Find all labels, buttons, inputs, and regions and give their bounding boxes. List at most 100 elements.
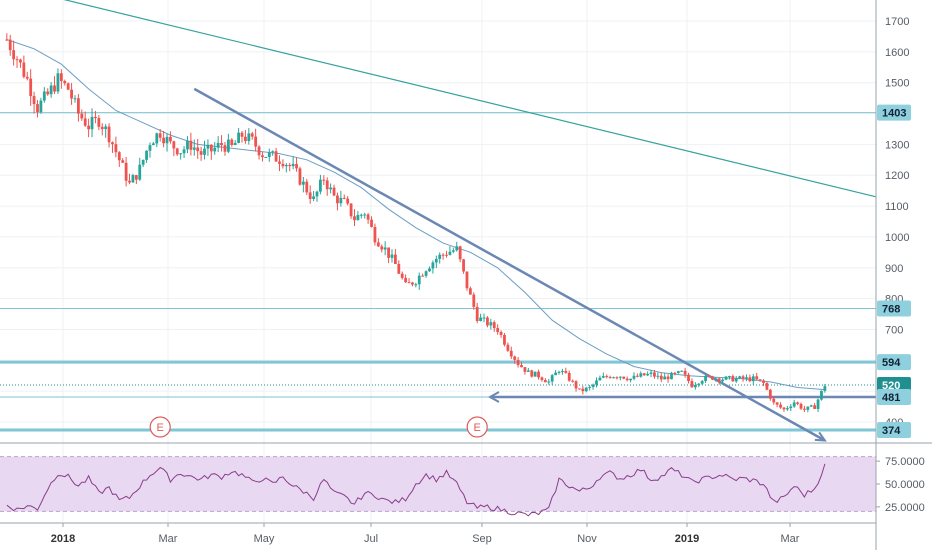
candle-body <box>700 381 704 384</box>
candle-body <box>789 406 793 409</box>
candle-body <box>526 370 530 372</box>
candle-body <box>141 159 145 165</box>
candle-body <box>591 384 595 387</box>
candle-body <box>564 371 568 373</box>
candle-body <box>748 377 752 382</box>
candle-body <box>629 378 632 381</box>
candle-body <box>131 175 135 183</box>
candle-body <box>823 386 827 391</box>
candle-body <box>492 322 496 329</box>
candle-body <box>15 59 19 61</box>
candle-body <box>278 161 281 164</box>
candle-body <box>284 164 288 167</box>
candle-body <box>486 317 489 326</box>
candle-body <box>765 382 769 390</box>
candle-body <box>206 144 210 149</box>
candle-body <box>768 389 772 399</box>
candle-body <box>32 96 36 105</box>
candle-body <box>346 198 350 204</box>
trendlines <box>63 0 877 442</box>
time-tick-label: 2019 <box>675 533 699 545</box>
candle-body <box>145 150 148 160</box>
candle-body <box>264 156 268 158</box>
candle-body <box>336 195 339 204</box>
candle-body <box>431 262 435 269</box>
candle-body <box>124 162 128 181</box>
candle-body <box>809 405 813 407</box>
candle-body <box>782 407 786 410</box>
candle-body <box>100 126 104 130</box>
candle-body <box>97 118 101 127</box>
candle-body <box>588 386 592 388</box>
candle-body <box>424 271 428 276</box>
candle-body <box>213 147 217 152</box>
price-tick-label: 1300 <box>885 139 909 151</box>
candle-body <box>400 273 404 278</box>
candle-body <box>73 98 77 100</box>
price-levels <box>0 112 876 432</box>
candle-body <box>775 402 779 405</box>
candle-body <box>46 91 50 95</box>
level-label-481: 481 <box>882 392 900 404</box>
candle-body <box>642 373 646 376</box>
candle-body <box>8 39 12 51</box>
candle-body <box>445 254 448 256</box>
candle-body <box>42 91 46 101</box>
candle-body <box>179 153 183 155</box>
candle-body <box>745 377 748 379</box>
level-badge-768 <box>877 300 911 317</box>
candle-body <box>414 284 418 286</box>
oscillator-tick-label: 25.0000 <box>885 502 925 514</box>
candle-body <box>383 247 387 250</box>
candle-body <box>29 78 33 97</box>
candle-body <box>216 142 220 148</box>
candle-body <box>465 271 469 289</box>
candle-body <box>288 164 292 167</box>
candle-body <box>22 62 26 77</box>
candle-body <box>247 133 251 142</box>
candle-body <box>724 376 728 380</box>
candle-body <box>561 371 564 373</box>
candle-body <box>516 359 520 366</box>
candle-body <box>758 379 762 381</box>
time-tick-label: May <box>254 533 275 545</box>
candle-body <box>203 148 206 155</box>
candle-body <box>138 164 142 180</box>
earnings-marker-label: E <box>157 422 164 434</box>
candle-body <box>254 136 258 147</box>
candle-body <box>574 381 578 389</box>
candle-body <box>571 380 575 382</box>
candle-body <box>169 136 172 142</box>
candle-body <box>404 277 408 283</box>
candle-body <box>148 145 152 151</box>
candle-body <box>448 251 452 255</box>
price-tick-label: 1700 <box>885 16 909 28</box>
level-badge-520 <box>877 376 911 393</box>
candle-body <box>509 350 513 357</box>
candle-body <box>25 76 29 79</box>
candle-body <box>663 376 667 380</box>
candle-body <box>796 402 800 404</box>
candle-body <box>250 133 254 137</box>
candle-body <box>315 191 319 197</box>
candle-body <box>165 136 169 144</box>
candle-body <box>175 148 179 155</box>
candle-body <box>717 378 721 382</box>
moving-average <box>6 39 825 391</box>
candle-body <box>151 143 155 146</box>
candle-body <box>676 371 680 373</box>
candle-body <box>353 216 356 221</box>
candle-body <box>584 387 588 392</box>
candle-body <box>659 375 663 380</box>
candle-body <box>76 98 80 114</box>
price-tick-label: 1500 <box>885 78 909 90</box>
time-tick-label: Nov <box>577 533 597 545</box>
candle-body <box>690 381 694 388</box>
candle-body <box>816 399 820 409</box>
candle-body <box>107 126 111 143</box>
candle-body <box>39 100 43 113</box>
candle-body <box>499 331 503 335</box>
candle-body <box>636 375 639 377</box>
candle-body <box>578 388 581 390</box>
candle-body <box>503 334 506 345</box>
